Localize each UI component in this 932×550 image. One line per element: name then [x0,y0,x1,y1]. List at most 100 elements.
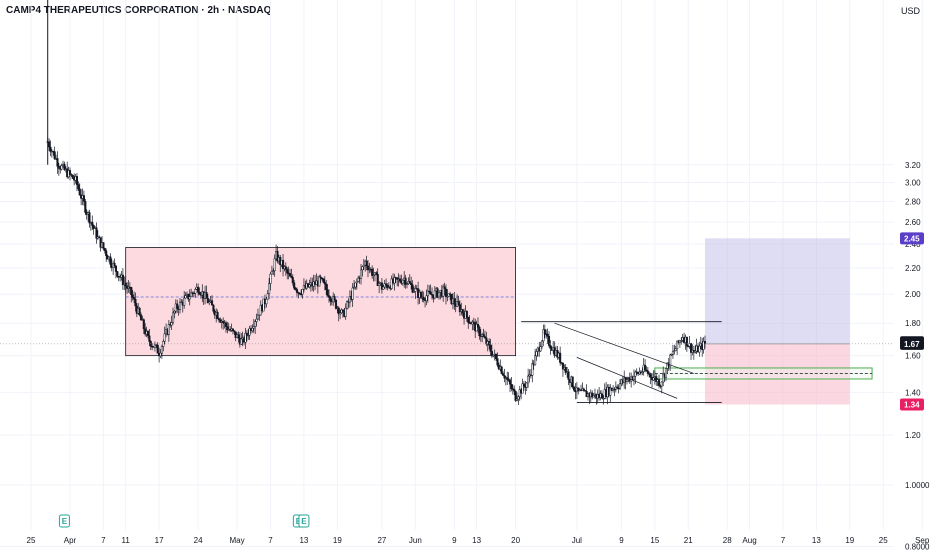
candle-body [492,354,495,357]
candle-body [689,343,693,353]
drawing-tools[interactable] [125,238,873,405]
candle-body [573,386,576,391]
candle-body [698,345,701,353]
y-tick-label: 3.00 [905,179,921,188]
candle-body [378,283,381,286]
candle-body [121,274,124,286]
candle-body [131,294,134,298]
earnings-marker[interactable]: E [58,514,70,528]
candle-body [197,286,200,293]
candle-body [634,371,637,377]
candle-body [609,387,612,396]
candle-body [372,274,375,276]
candle-body [244,332,247,343]
candle-body [178,301,182,310]
x-tick-label: 13 [472,536,481,545]
candle-body [426,290,429,297]
candle-body [68,170,72,175]
candle-body [222,321,225,324]
y-tick-label: 1.20 [905,431,921,440]
price-axis[interactable]: 3.20 3.00 2.80 2.60 2.40 2.20 2.00 1.80 1.60 1.40… [900,161,930,550]
candle-body [503,375,506,379]
candle-body [208,301,211,304]
candle-body [326,289,329,296]
candle-body [475,324,478,332]
candle-body [57,166,60,169]
earnings-marker-box [58,514,70,528]
candle-body [673,350,676,352]
candle-body [134,299,137,307]
candle-body [98,236,101,238]
candle-body [346,301,349,309]
candle-body [386,285,389,288]
trend-lines[interactable] [0,321,894,403]
candle-body [357,277,360,282]
candle-body [632,375,636,381]
candle-body [564,367,567,373]
candle-body [341,309,344,312]
price-tag[interactable]: 2.45 [900,232,924,245]
candle-body [405,283,409,285]
price-tag[interactable]: 1.67 [900,337,924,350]
y-tick-label: 1.60 [905,352,921,361]
candle-body [496,358,499,366]
candle-body [502,373,505,376]
candle-body [540,340,544,348]
candle-body [265,298,268,305]
candle-body [362,264,365,267]
candle-body [95,227,98,239]
candle-body [217,318,221,321]
earnings-marker[interactable]: E [298,514,310,528]
candle-body [412,291,415,293]
candle-body [258,314,261,317]
candle-body [616,386,619,389]
candle-body [461,309,464,314]
candle-body [198,292,201,295]
price-tag[interactable]: 1.34 [900,398,924,411]
time-axis[interactable]: 25 Apr 7 11 17 24 May 7 13 19 27 Jun 9 13 20 Jul 9 15 21 28… [27,536,932,545]
candle-body [325,283,328,291]
candle-body [433,290,436,299]
x-tick-label: 9 [452,536,457,545]
candle-body [255,318,258,322]
candle-body [422,297,425,301]
candle-body [318,276,321,287]
candle-body [319,276,322,279]
x-tick-label: 7 [781,536,786,545]
candle-body [437,292,441,298]
candle-body [266,293,269,300]
candle-body [359,269,363,279]
candle-body [139,314,143,321]
x-tick-label: 15 [650,536,659,545]
x-tick-label: 7 [101,536,106,545]
candle-body [247,334,250,337]
x-tick-label: 25 [879,536,888,545]
candle-body [170,322,173,326]
candle-body [53,151,56,159]
candle-body [618,383,622,389]
candle-body [293,282,296,289]
chart-title: CAMP4 THERAPEUTICS CORPORATION · 2h · NA… [6,5,272,16]
candle-body [240,338,243,345]
candle-body [390,278,393,289]
candle-body [48,141,51,148]
candle-body [567,371,570,380]
candle-body [344,307,347,317]
candle-body [678,340,681,344]
currency-label[interactable]: USD [900,6,920,16]
candle-body [425,295,428,301]
candle-body [655,376,658,382]
candle-body [272,270,275,272]
candle-body [542,329,545,342]
candle-body [224,322,227,327]
candle-body [410,282,413,286]
candle-body [245,332,248,336]
candle-body [671,351,674,355]
candle-body [393,277,396,284]
x-tick-label: 27 [377,536,386,545]
candle-body [703,341,707,344]
candle-body [146,331,150,337]
candle-body [167,324,170,335]
